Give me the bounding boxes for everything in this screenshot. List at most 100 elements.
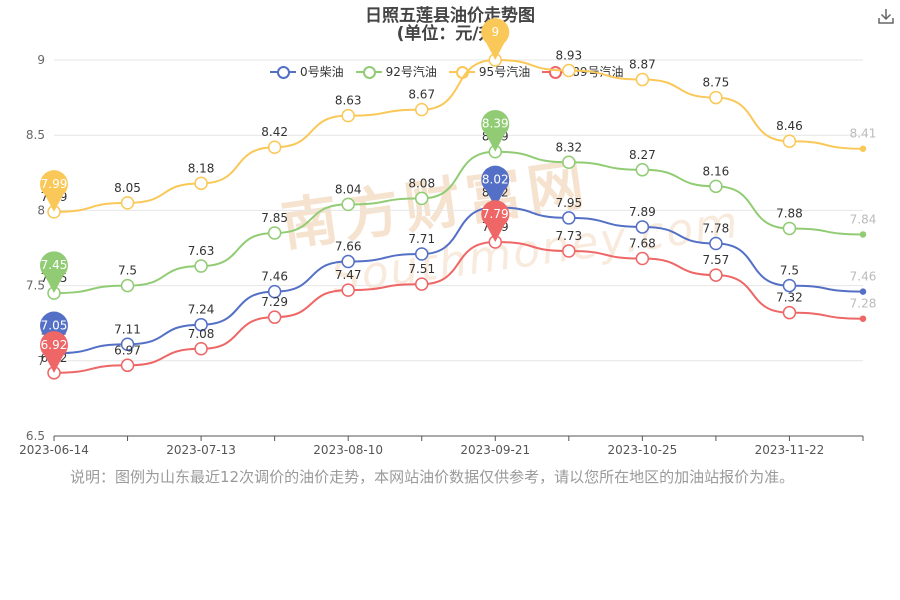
data-label: 8.67: [408, 88, 435, 102]
legend-item[interactable]: 0号柴油: [270, 63, 344, 80]
data-label: 7.68: [629, 237, 656, 251]
data-label: 8.46: [776, 119, 803, 133]
data-label: 7.46: [261, 270, 288, 284]
series-line-2: [53, 58, 864, 213]
data-point: [120, 278, 135, 293]
data-point: [341, 254, 355, 269]
x-tick-label: 2023-11-22: [755, 443, 825, 457]
y-tick-label: 8.5: [26, 128, 45, 142]
data-point: [267, 284, 282, 299]
chart-note: 说明：图例为山东最近12次调价的油价走势，本网站油价数据仅供参考，请以您所在地区…: [70, 468, 795, 486]
data-label: 8.05: [114, 181, 141, 195]
data-label: 8.42: [261, 125, 288, 139]
data-label: 7.24: [188, 303, 215, 317]
data-label: 7.66: [335, 240, 362, 254]
data-label: 7.73: [555, 229, 582, 243]
data-label: 7.5: [780, 264, 799, 278]
pin-label: 7.99: [41, 177, 68, 191]
data-point: [562, 211, 576, 225]
data-label: 8.04: [335, 182, 362, 196]
data-label: 8.63: [335, 94, 362, 108]
series-line-1: [53, 150, 864, 295]
data-label: 7.78: [703, 221, 730, 235]
data-point: [635, 163, 650, 177]
pin-marker: [40, 331, 68, 373]
pin-marker: [481, 200, 510, 242]
data-label: 8.18: [188, 161, 215, 175]
data-label: 8.08: [408, 176, 435, 190]
legend-label: 95号汽油: [478, 65, 531, 79]
x-tick-label: 2023-07-13: [166, 443, 236, 457]
pin-marker: [481, 165, 510, 208]
legend-label: 92号汽油: [385, 65, 437, 79]
data-point: [341, 197, 355, 212]
pin-marker: [481, 18, 510, 60]
legend-item[interactable]: 92号汽油: [355, 63, 437, 80]
pin-label: 7.05: [41, 318, 68, 332]
data-label: 7.89: [629, 205, 656, 219]
pin-label: 9: [491, 25, 499, 39]
data-point: [414, 247, 429, 261]
data-point: [562, 63, 576, 78]
data-label: 7.71: [408, 232, 435, 246]
data-point: [859, 145, 867, 152]
data-label: 7.28: [850, 297, 877, 311]
data-label: 8.87: [629, 58, 656, 72]
data-point: [859, 315, 867, 322]
data-label: 7.11: [114, 322, 141, 336]
data-label: 7.08: [188, 327, 215, 341]
data-label: 8.93: [555, 49, 582, 63]
data-point: [709, 90, 723, 105]
data-point: [414, 191, 429, 206]
x-tick-label: 2023-06-14: [19, 443, 89, 457]
data-point: [782, 134, 797, 148]
x-tick-label: 2023-10-25: [607, 443, 677, 457]
data-point: [782, 221, 797, 236]
data-point: [341, 108, 355, 123]
data-label: 7.32: [776, 291, 803, 305]
data-label: 6.97: [114, 343, 141, 357]
pin-label: 8.39: [482, 117, 509, 131]
data-point: [709, 179, 723, 194]
data-point: [414, 277, 429, 291]
legend-swatch: [270, 65, 296, 79]
pin-label: 8.02: [482, 172, 509, 186]
data-label: 7.84: [850, 212, 877, 226]
data-point: [414, 102, 429, 117]
data-point: [341, 283, 355, 297]
pin-label: 6.92: [41, 338, 68, 352]
data-point: [859, 231, 867, 238]
x-tick-label: 2023-09-21: [460, 443, 530, 457]
data-point: [562, 155, 576, 170]
data-point: [635, 251, 650, 266]
download-icon[interactable]: [876, 6, 896, 26]
data-point: [267, 310, 282, 324]
pin-label: 7.79: [482, 207, 509, 221]
data-label: 8.41: [850, 127, 877, 141]
y-tick-label: 7.5: [26, 279, 45, 293]
series-line-0: [53, 206, 864, 355]
data-label: 7.46: [850, 270, 877, 284]
data-point: [194, 317, 208, 332]
data-point: [267, 140, 282, 154]
data-point: [709, 268, 723, 282]
pin-marker: [40, 251, 68, 294]
data-point: [562, 244, 576, 258]
data-point: [194, 259, 208, 273]
data-label: 7.5: [118, 264, 137, 278]
pin-label: 7.45: [41, 258, 68, 272]
legend-swatch: [542, 65, 569, 79]
data-label: 8.75: [703, 76, 730, 90]
data-label: 8.16: [703, 164, 730, 178]
data-point: [120, 337, 135, 352]
y-tick-label: 6.5: [26, 429, 45, 443]
pin-marker: [481, 110, 510, 152]
x-tick-label: 2023-08-10: [313, 443, 383, 457]
y-tick-label: 9: [37, 53, 45, 67]
pin-marker: [39, 170, 68, 212]
data-point: [709, 236, 723, 251]
y-tick-label: 8: [37, 203, 45, 217]
data-point: [782, 305, 797, 320]
data-point: [635, 220, 650, 234]
